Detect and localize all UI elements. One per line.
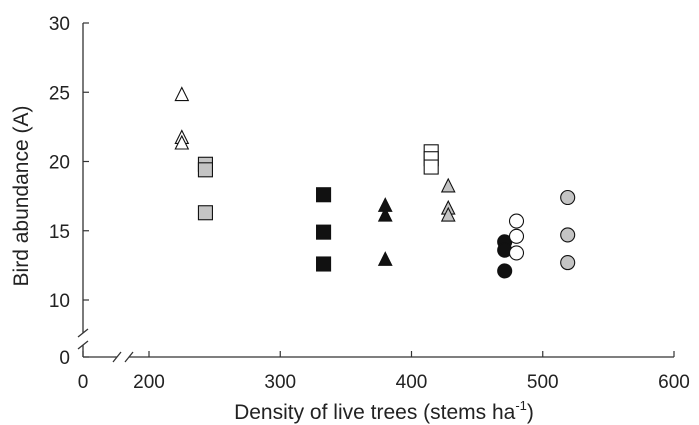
- x-tick-label: 400: [396, 372, 428, 393]
- white-circle-point: [508, 213, 525, 229]
- x-axis-label-sup: -1: [515, 398, 527, 413]
- white-triangle-point: [174, 134, 190, 150]
- black-square-point: [316, 187, 332, 203]
- black-square-point: [316, 224, 332, 240]
- y-axis-break-mark: [77, 340, 89, 350]
- gray-square-point: [197, 205, 213, 221]
- x-axis-label: Density of live trees (stems ha-1): [234, 398, 534, 424]
- x-tick-label: 600: [658, 372, 690, 393]
- white-triangle-point: [174, 86, 190, 102]
- axes: [77, 23, 674, 363]
- y-tick-label: 0: [59, 348, 70, 369]
- gray-triangle-point: [440, 177, 456, 193]
- x-axis-break-mark: [124, 351, 134, 363]
- x-axis-label-close: ): [527, 401, 534, 424]
- y-tick-label: 10: [49, 291, 70, 312]
- black-square-point: [316, 256, 332, 272]
- black-triangle-point: [377, 206, 393, 222]
- x-axis-label-main: Density of live trees (stems ha: [234, 401, 516, 424]
- white-circle-point: [508, 245, 525, 261]
- y-axis-label: Bird abundance (A): [10, 106, 33, 287]
- black-triangle-point: [377, 251, 393, 266]
- white-square-point: [423, 159, 439, 175]
- y-tick-label: 30: [49, 14, 70, 35]
- x-tick-label: 200: [133, 372, 165, 393]
- x-axis-break-mark: [112, 351, 122, 363]
- gray-triangle-point: [440, 206, 456, 222]
- y-tick-label: 15: [49, 222, 70, 243]
- y-axis-break-mark: [77, 328, 89, 338]
- gray-square-point: [197, 162, 213, 178]
- gray-circle-point: [560, 189, 576, 206]
- x-tick-label: 0: [78, 372, 89, 393]
- y-tick-label: 25: [49, 83, 70, 104]
- gray-circle-point: [560, 227, 576, 243]
- x-tick-label: 500: [527, 372, 559, 393]
- black-circle-point: [497, 263, 513, 279]
- data-points: [174, 86, 576, 279]
- x-tick-label: 300: [264, 372, 296, 393]
- white-circle-point: [508, 228, 525, 244]
- gray-circle-point: [560, 255, 576, 271]
- y-tick-label: 20: [49, 153, 70, 174]
